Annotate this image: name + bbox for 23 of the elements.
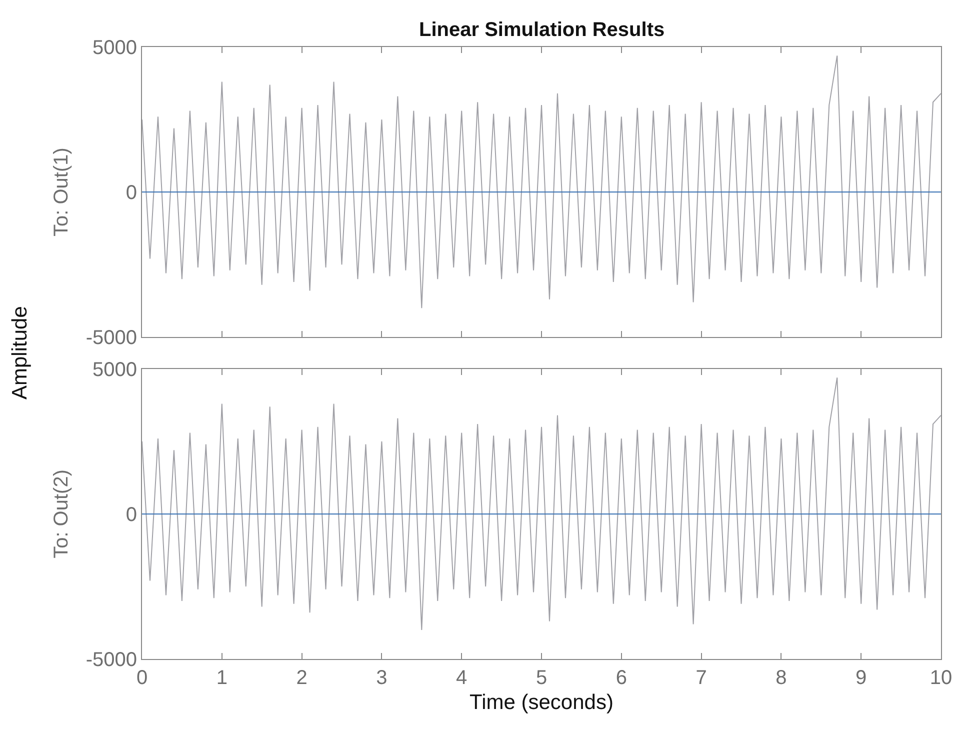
y-tick-label: 5000 — [92, 37, 137, 59]
line-series — [142, 377, 941, 630]
x-tick-label: 5 — [536, 667, 548, 689]
x-tick-label: 7 — [696, 667, 707, 689]
y-tick-label: 0 — [126, 182, 137, 204]
x-tick-label: 3 — [376, 667, 388, 689]
y-tick-label: -5000 — [86, 649, 137, 671]
y-axis-title: To: Out(1) — [50, 148, 72, 237]
y-tick-label: 0 — [126, 504, 137, 526]
x-axis-title: Time (seconds) — [470, 691, 614, 714]
line-series — [142, 55, 941, 309]
x-tick-label: 1 — [216, 667, 228, 689]
x-tick-label: 6 — [616, 667, 627, 689]
x-tick-label: 10 — [930, 667, 952, 689]
y-axis-title: To: Out(2) — [50, 469, 72, 558]
x-tick-label: 2 — [296, 667, 308, 689]
text: Amplitude — [8, 306, 32, 400]
x-tick-label: 9 — [856, 667, 867, 689]
x-tick-label: 4 — [456, 667, 468, 689]
chart-title: Linear Simulation Results — [419, 19, 665, 41]
x-tick-label: 8 — [776, 667, 787, 689]
y-tick-label: -5000 — [86, 327, 137, 350]
y-tick-label: 5000 — [92, 358, 137, 381]
